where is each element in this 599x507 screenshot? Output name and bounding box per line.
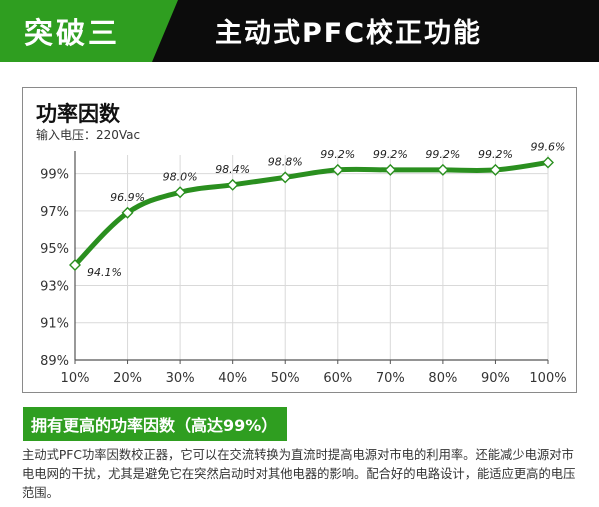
data-point-marker	[226, 178, 239, 191]
x-tick-label: 100%	[529, 371, 566, 386]
data-point-marker	[279, 171, 292, 184]
header-bar: 突破三 主动式PFC校正功能	[0, 0, 599, 62]
data-label: 94.1%	[87, 266, 122, 279]
x-tick-label: 40%	[218, 371, 247, 386]
data-point-marker	[331, 163, 344, 176]
y-tick-label: 95%	[40, 242, 69, 257]
data-point-marker	[489, 163, 502, 176]
header-tag-text: 突破三	[24, 16, 121, 50]
data-label: 99.6%	[531, 140, 566, 153]
chart-subtitle: 输入电压：220Vac	[36, 127, 140, 142]
caption-badge: 拥有更高的功率因数（高达99%）	[23, 407, 288, 441]
x-tick-label: 50%	[271, 371, 300, 386]
data-label: 99.2%	[425, 148, 460, 161]
data-label: 98.4%	[215, 163, 250, 176]
series-line	[72, 159, 551, 268]
x-tick-label: 70%	[376, 371, 405, 386]
description-text: 主动式PFC功率因数校正器，它可以在交流转换为直流时提高电源对市电的利用率。还能…	[22, 448, 576, 500]
axis-layer: 89% 91% 93% 95% 97% 99% 10% 20% 30% 40% 50% 60% 70% 8…	[40, 151, 567, 386]
header-tag: 突破三	[0, 0, 178, 62]
x-tick-label: 90%	[481, 371, 510, 386]
series-layer	[72, 159, 551, 268]
data-label-layer: 94.1% 96.9% 98.0% 98.4% 98.8% 99.2% 99.2% 99.2%…	[87, 140, 565, 278]
marker-layer	[69, 156, 554, 271]
y-tick-label: 91%	[40, 317, 69, 332]
chart-panel: 功率因数 输入电压：220Vac 89% 91% 93% 95% 97% 99% 10% 20…	[22, 87, 577, 393]
data-label: 96.9%	[110, 191, 145, 204]
data-point-marker	[121, 206, 134, 219]
x-tick-label: 20%	[113, 371, 142, 386]
data-label: 98.0%	[163, 170, 198, 183]
x-tick-label: 10%	[61, 371, 90, 386]
header-title: 主动式PFC校正功能	[215, 18, 483, 49]
y-tick-label: 97%	[40, 205, 69, 220]
y-tick-label: 93%	[40, 279, 69, 294]
data-point-marker	[69, 258, 81, 271]
data-point-marker	[436, 163, 449, 176]
power-factor-chart: 功率因数 输入电压：220Vac 89% 91% 93% 95% 97% 99% 10% 20…	[36, 102, 567, 386]
chart-title: 功率因数	[36, 102, 121, 126]
data-point-marker	[542, 156, 554, 169]
grid-layer	[75, 155, 549, 360]
data-label: 98.8%	[268, 155, 303, 168]
data-point-marker	[174, 186, 187, 199]
y-tick-label: 99%	[40, 168, 69, 183]
data-point-marker	[384, 163, 397, 176]
y-tick-label: 89%	[40, 354, 69, 369]
x-tick-label: 80%	[428, 371, 457, 386]
x-tick-label: 30%	[166, 371, 195, 386]
data-label: 99.2%	[373, 148, 408, 161]
x-tick-label: 60%	[323, 371, 352, 386]
data-label: 99.2%	[478, 148, 513, 161]
data-label: 99.2%	[320, 148, 355, 161]
